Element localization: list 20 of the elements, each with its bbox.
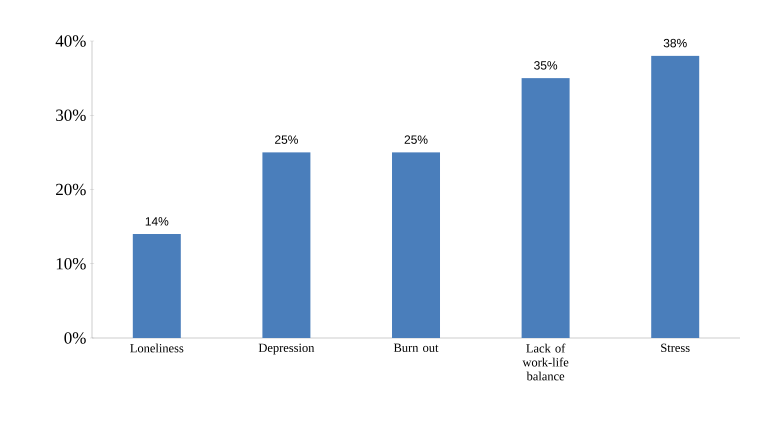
data-label: 38% bbox=[664, 38, 687, 48]
bar bbox=[262, 152, 310, 338]
x-tick-label: Burn out bbox=[394, 344, 438, 352]
bar bbox=[522, 78, 570, 338]
y-tick-label: 40% bbox=[56, 35, 86, 47]
x-tick-label: Loneliness bbox=[130, 344, 184, 352]
y-tick-label: 0% bbox=[64, 332, 86, 344]
y-tick-label: 20% bbox=[56, 184, 86, 196]
bar bbox=[651, 56, 700, 338]
data-label: 35% bbox=[534, 61, 558, 70]
data-label: 14% bbox=[146, 217, 168, 226]
bar bbox=[392, 152, 440, 338]
data-label: 25% bbox=[275, 135, 298, 144]
y-tick-label: 10% bbox=[56, 258, 86, 270]
x-tick-label: Stress bbox=[661, 344, 690, 352]
x-tick-label: Depression bbox=[258, 344, 314, 355]
y-tick-label: 30% bbox=[56, 110, 86, 121]
data-label: 25% bbox=[404, 135, 428, 144]
x-tick-label: Lack of work-life balance bbox=[522, 344, 568, 380]
bar bbox=[132, 234, 181, 338]
